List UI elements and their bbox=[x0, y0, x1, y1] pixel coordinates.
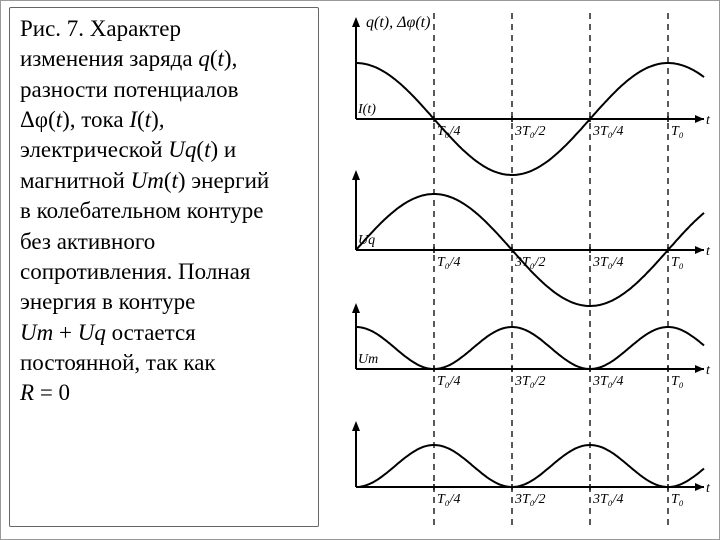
svg-text:3T₀/2: 3T₀/2 bbox=[514, 492, 546, 507]
figure-caption: Рис. 7. Характер изменения заряда q(t), … bbox=[9, 7, 319, 527]
svg-text:t: t bbox=[706, 113, 711, 128]
svg-text:3T₀/2: 3T₀/2 bbox=[514, 374, 546, 389]
svg-text:T₀: T₀ bbox=[671, 124, 684, 139]
svg-text:t: t bbox=[706, 363, 711, 378]
svg-text:T₀/4: T₀/4 bbox=[437, 255, 461, 270]
svg-text:T₀: T₀ bbox=[671, 255, 684, 270]
svg-text:t: t bbox=[706, 481, 711, 496]
svg-text:Um: Um bbox=[358, 352, 378, 367]
svg-text:3T₀/2: 3T₀/2 bbox=[514, 124, 546, 139]
svg-text:T₀/4: T₀/4 bbox=[437, 492, 461, 507]
svg-text:T₀: T₀ bbox=[671, 374, 684, 389]
svg-text:3T₀/4: 3T₀/4 bbox=[592, 124, 624, 139]
svg-text:q(t), Δφ(t): q(t), Δφ(t) bbox=[366, 14, 430, 31]
svg-text:I(t): I(t) bbox=[357, 102, 376, 117]
chart-area: t T₀/4 3T₀/2 3T₀/4 T₀ I(t) q(t), Δφ(t) t T₀/4 3T₀… bbox=[326, 7, 714, 527]
svg-text:3T₀/4: 3T₀/4 bbox=[592, 255, 624, 270]
svg-text:T₀/4: T₀/4 bbox=[437, 124, 461, 139]
svg-text:Uq: Uq bbox=[358, 233, 375, 248]
svg-text:3T₀/4: 3T₀/4 bbox=[592, 492, 624, 507]
svg-text:t: t bbox=[706, 244, 711, 259]
svg-text:T₀/4: T₀/4 bbox=[437, 374, 461, 389]
svg-text:3T₀/4: 3T₀/4 bbox=[592, 374, 624, 389]
svg-text:3T₀/2: 3T₀/2 bbox=[514, 255, 546, 270]
svg-text:T₀: T₀ bbox=[671, 492, 684, 507]
